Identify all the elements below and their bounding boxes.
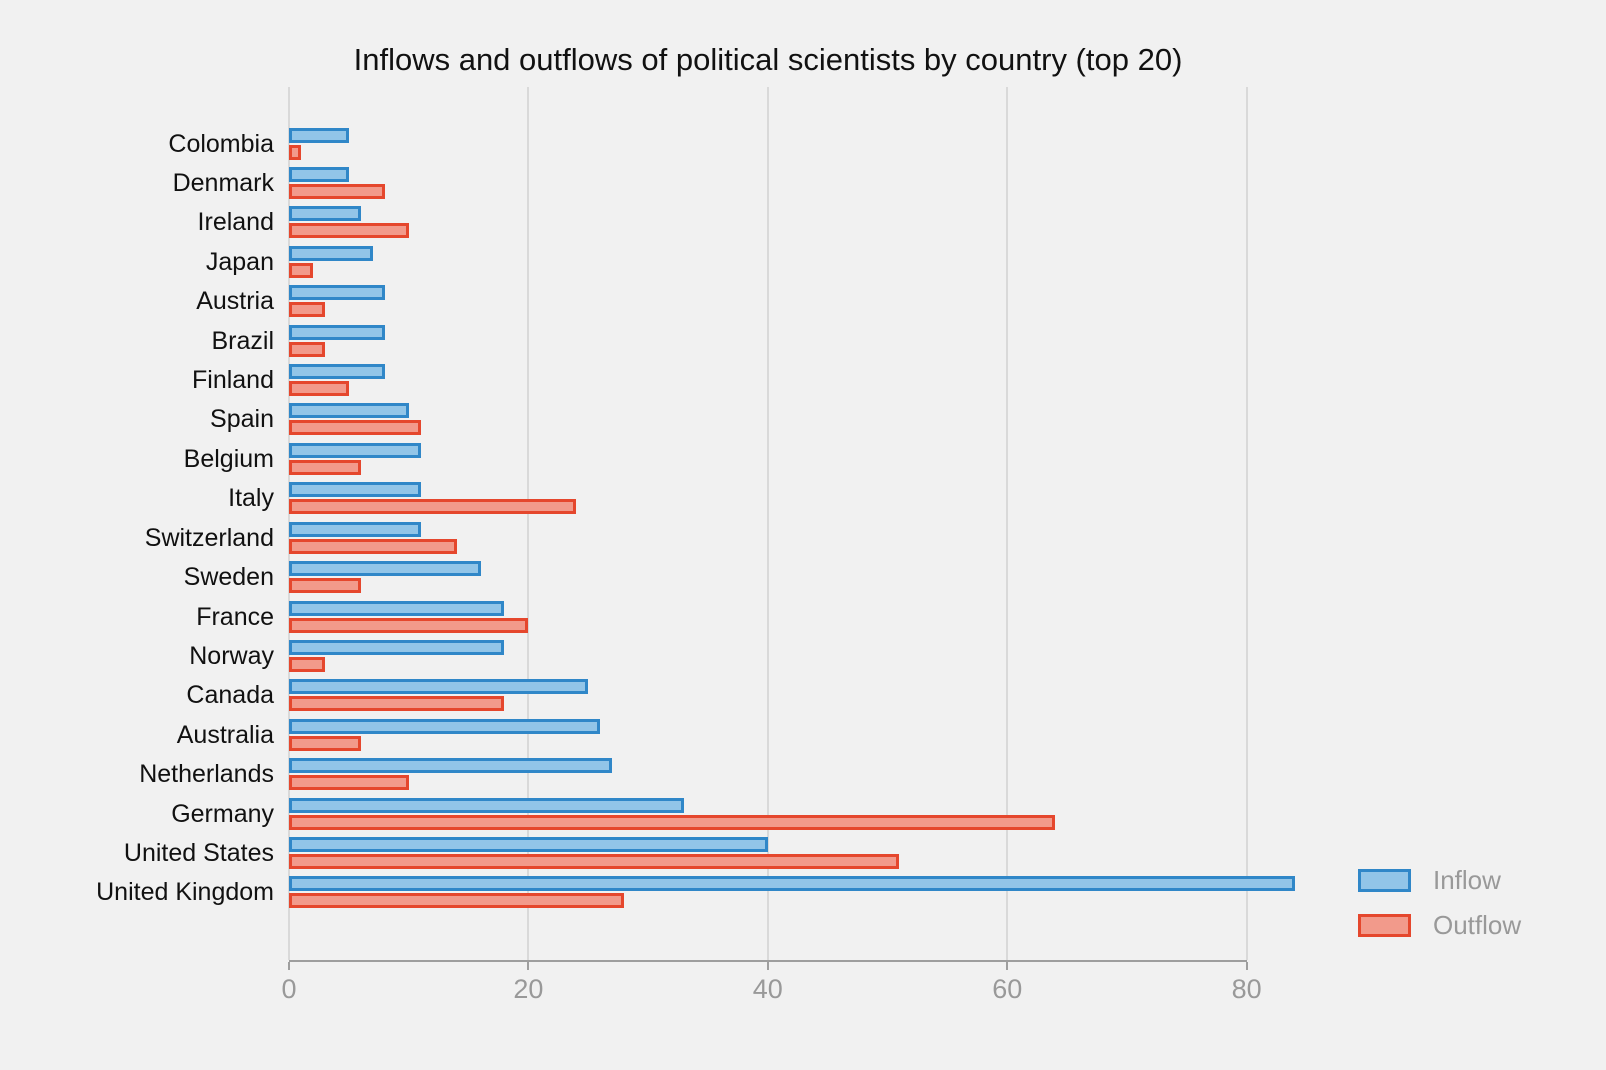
outflow-bar xyxy=(289,223,409,239)
category-label: Japan xyxy=(205,247,274,276)
category-label: Switzerland xyxy=(144,523,274,552)
outflow-bar xyxy=(289,341,325,357)
legend-label-inflow: Inflow xyxy=(1433,865,1501,895)
x-tick-label: 80 xyxy=(1231,974,1262,1004)
x-tick-label: 0 xyxy=(281,974,297,1004)
inflow-bar xyxy=(289,639,505,655)
outflow-bar xyxy=(289,302,325,318)
x-tick-label: 40 xyxy=(752,974,783,1004)
inflow-bar xyxy=(289,206,361,222)
chart-title: Inflows and outflows of political scient… xyxy=(353,42,1183,77)
outflow-bar xyxy=(289,538,457,554)
category-label: Sweden xyxy=(183,563,274,592)
inflow-bar xyxy=(289,876,1295,892)
inflow-bar xyxy=(289,837,768,853)
inflow-bar xyxy=(289,324,385,340)
inflow-bar xyxy=(289,797,685,813)
x-tick-label: 60 xyxy=(992,974,1023,1004)
legend: Inflow Outflow xyxy=(1358,866,1521,956)
category-label: United States xyxy=(123,839,274,868)
gridline xyxy=(1245,87,1248,960)
inflow-bar xyxy=(289,364,385,380)
gridline xyxy=(527,87,530,960)
inflow-bar xyxy=(289,679,589,695)
inflow-bar xyxy=(289,758,613,774)
outflow-bar xyxy=(289,617,529,633)
category-label: United Kingdom xyxy=(96,878,274,907)
inflow-bar xyxy=(289,718,601,734)
category-label: Canada xyxy=(186,681,274,710)
outflow-bar xyxy=(289,499,577,515)
inflow-bar xyxy=(289,442,421,458)
category-label: Brazil xyxy=(211,326,274,355)
x-axis-tick xyxy=(766,962,769,970)
inflow-swatch xyxy=(1358,869,1411,892)
x-axis-tick xyxy=(288,962,290,970)
legend-label-outflow: Outflow xyxy=(1433,910,1522,940)
inflow-bar xyxy=(289,166,349,182)
category-label: Denmark xyxy=(172,168,274,197)
inflow-bar xyxy=(289,403,409,419)
outflow-bar xyxy=(289,459,361,475)
outflow-bar xyxy=(289,656,325,672)
gridline xyxy=(1006,87,1009,960)
inflow-bar xyxy=(289,127,349,143)
category-label: Austria xyxy=(196,287,274,316)
outflow-bar xyxy=(289,814,1056,830)
inflow-bar xyxy=(289,600,505,616)
category-label: Finland xyxy=(192,366,274,395)
category-label: Colombia xyxy=(168,129,274,158)
inflow-bar xyxy=(289,561,481,577)
outflow-bar xyxy=(289,735,361,751)
category-label: Italy xyxy=(228,484,274,513)
x-axis-tick xyxy=(527,962,530,970)
x-axis-line xyxy=(289,960,1247,962)
legend-item-outflow[interactable]: Outflow xyxy=(1358,911,1521,940)
outflow-bar xyxy=(289,893,625,909)
category-label: Germany xyxy=(171,799,274,828)
outflow-bar xyxy=(289,578,361,594)
legend-item-inflow[interactable]: Inflow xyxy=(1358,866,1521,895)
inflow-bar xyxy=(289,521,421,537)
x-axis-tick xyxy=(1006,962,1009,970)
category-label: Belgium xyxy=(183,444,274,473)
category-label: Norway xyxy=(189,641,274,670)
x-axis-tick xyxy=(1245,962,1248,970)
inflow-bar xyxy=(289,245,373,261)
outflow-bar xyxy=(289,381,349,397)
inflow-bar xyxy=(289,285,385,301)
outflow-bar xyxy=(289,420,421,436)
gridline xyxy=(766,87,769,960)
category-label: Netherlands xyxy=(139,760,274,789)
outflow-bar xyxy=(289,696,505,712)
outflow-bar xyxy=(289,144,301,160)
inflow-bar xyxy=(289,482,421,498)
category-label: Ireland xyxy=(197,208,274,237)
outflow-bar xyxy=(289,854,900,870)
outflow-bar xyxy=(289,262,313,278)
category-label: Spain xyxy=(210,405,274,434)
category-label: Australia xyxy=(176,720,274,749)
outflow-swatch xyxy=(1358,914,1411,937)
outflow-bar xyxy=(289,775,409,791)
outflow-bar xyxy=(289,183,385,199)
category-label: France xyxy=(196,602,274,631)
x-tick-label: 20 xyxy=(513,974,544,1004)
